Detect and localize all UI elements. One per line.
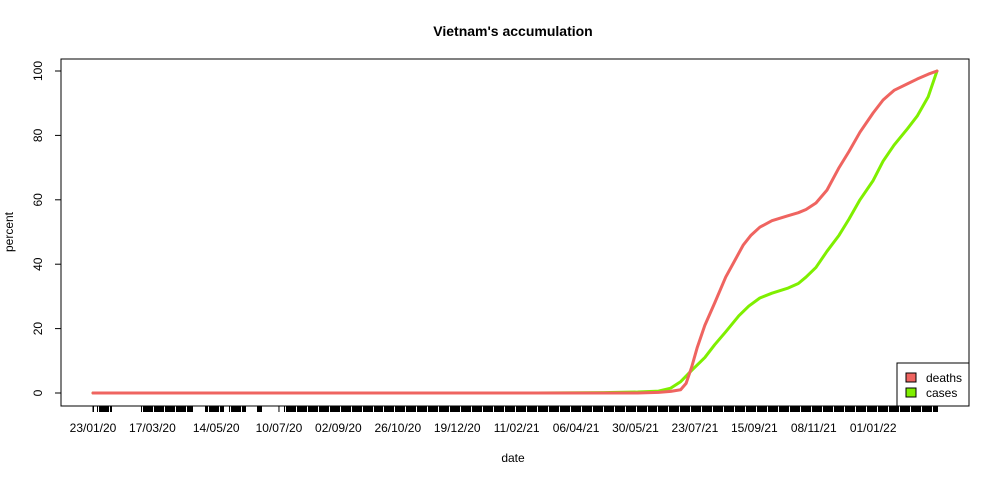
legend-swatch-cases (905, 387, 917, 398)
x-tick-label: 15/09/21 (731, 421, 778, 435)
legend-label-deaths: deaths (926, 371, 962, 385)
x-axis: 23/01/20 17/03/20 14/05/20 10/07/20 02/09/20… (70, 406, 897, 435)
y-tick-label: 40 (31, 257, 45, 271)
y-axis: 0 20 40 60 80 100 (31, 61, 62, 396)
x-axis-label: date (501, 451, 525, 465)
legend-swatch-deaths (905, 372, 917, 383)
series-line-cases (91, 69, 939, 395)
series-line-deaths (91, 69, 939, 395)
x-tick-label: 17/03/20 (129, 421, 176, 435)
x-tick-label: 01/01/22 (850, 421, 897, 435)
date-rug-ticks (93, 406, 938, 412)
x-tick-label: 30/05/21 (612, 421, 659, 435)
legend-label-cases: cases (926, 386, 957, 400)
series-layer (91, 69, 939, 395)
legend-box (896, 362, 970, 407)
x-tick-label: 06/04/21 (553, 421, 600, 435)
y-tick-label: 80 (31, 128, 45, 142)
y-tick-label: 100 (31, 61, 45, 81)
x-tick-label: 26/10/20 (374, 421, 421, 435)
legend: deaths cases (896, 362, 970, 407)
plot-area-border (60, 58, 970, 407)
x-tick-label: 10/07/20 (256, 421, 303, 435)
x-tick-label: 08/11/21 (791, 421, 837, 435)
y-axis-label: percent (2, 211, 16, 252)
y-tick-label: 60 (31, 193, 45, 207)
chart-title: Vietnam's accumulation (433, 23, 592, 39)
date-rug (93, 406, 938, 412)
y-tick-label: 0 (31, 389, 45, 396)
y-tick-label: 20 (31, 322, 45, 336)
x-tick-label: 14/05/20 (193, 421, 240, 435)
x-tick-label: 02/09/20 (315, 421, 362, 435)
x-tick-label: 11/02/21 (494, 421, 540, 435)
x-tick-label: 23/07/21 (672, 421, 719, 435)
x-tick-label: 23/01/20 (70, 421, 117, 435)
x-tick-label: 19/12/20 (434, 421, 481, 435)
